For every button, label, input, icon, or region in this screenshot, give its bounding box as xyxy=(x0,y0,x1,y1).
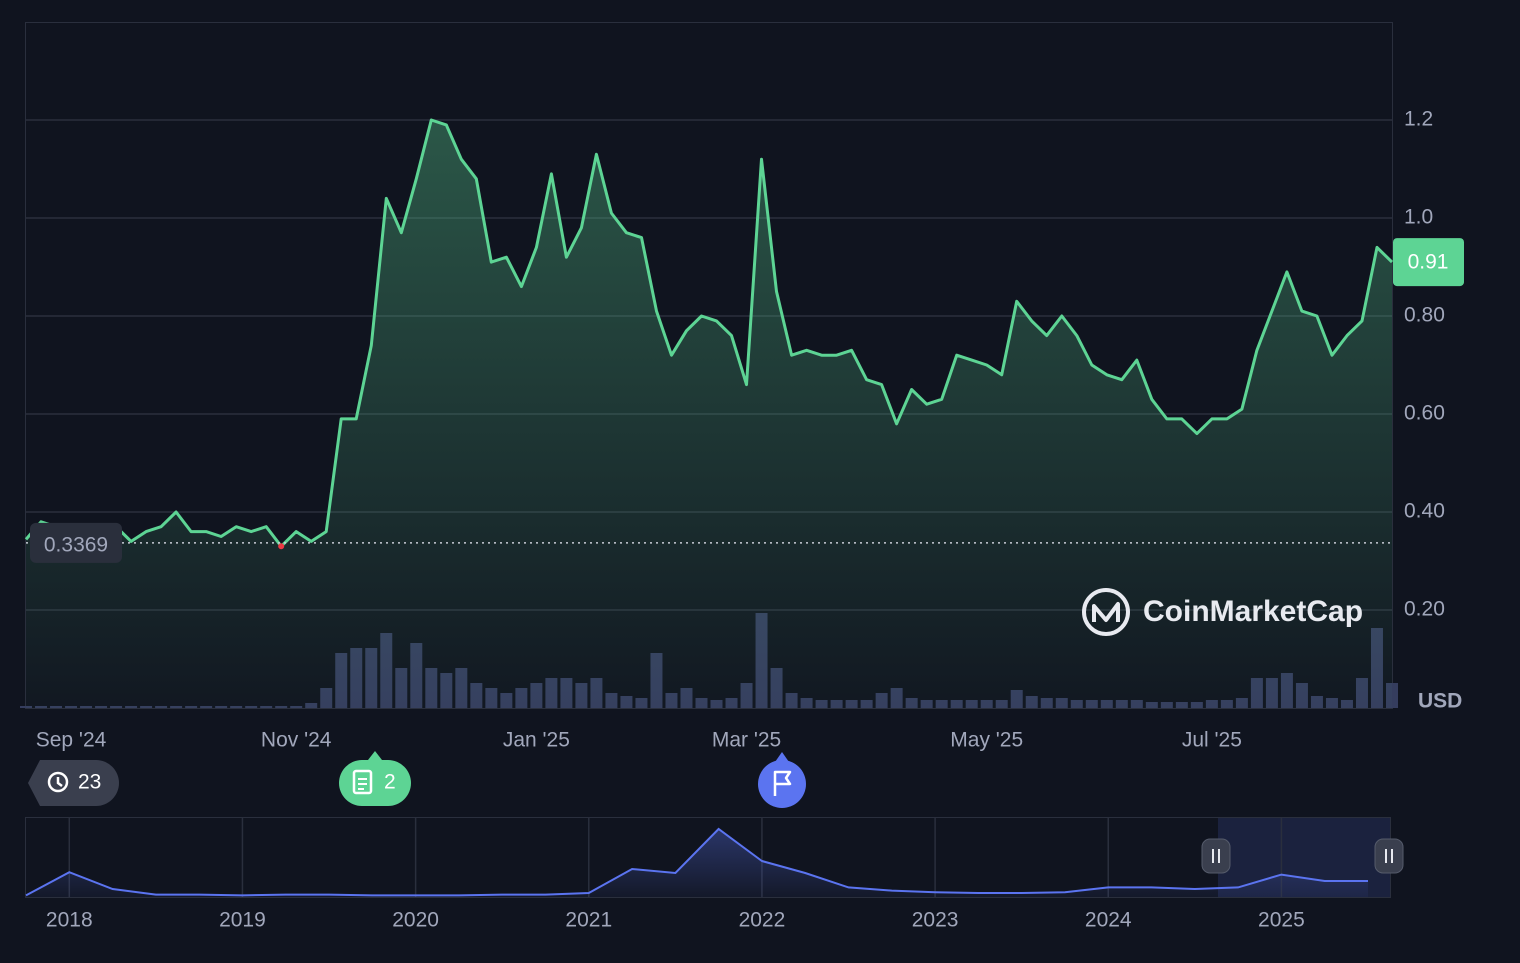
x-tick-label: Nov '24 xyxy=(261,729,332,752)
handle-grip xyxy=(1385,849,1393,863)
nav-year-label: 2024 xyxy=(1085,909,1132,932)
navigator-handle[interactable] xyxy=(1201,838,1231,874)
news-count: 2 xyxy=(384,771,396,794)
plot-frame xyxy=(25,22,1393,709)
nav-year-label: 2021 xyxy=(565,909,612,932)
price-line xyxy=(24,118,1394,548)
nav-year-label: 2025 xyxy=(1258,909,1305,932)
below-start-marker xyxy=(278,543,285,550)
y-tick-label: 1.2 xyxy=(1404,108,1433,131)
x-tick-label: Mar '25 xyxy=(712,729,781,752)
navigator-handle[interactable] xyxy=(1374,838,1404,874)
y-tick-label: 0.60 xyxy=(1404,402,1445,425)
y-tick-label: 0.20 xyxy=(1404,598,1445,621)
x-tick-label: Jul '25 xyxy=(1182,729,1242,752)
y-tick-label: 0.40 xyxy=(1404,500,1445,523)
y-tick-label: 0.80 xyxy=(1404,304,1445,327)
history-count: 23 xyxy=(78,771,101,794)
y-tick-label: 1.0 xyxy=(1404,206,1433,229)
nav-line xyxy=(25,827,1368,897)
nav-year-label: 2022 xyxy=(739,909,786,932)
nav-area xyxy=(26,829,1368,897)
nav-year-label: 2020 xyxy=(392,909,439,932)
x-tick-label: Jan '25 xyxy=(503,729,570,752)
area-fill xyxy=(26,120,1392,708)
current-price-label: 0.91 xyxy=(1408,251,1449,274)
nav-year-label: 2018 xyxy=(46,909,93,932)
start-price-box xyxy=(30,522,122,563)
handle-body xyxy=(1374,838,1404,874)
nav-year-label: 2023 xyxy=(912,909,959,932)
currency-label: USD xyxy=(1418,690,1462,713)
x-tick-label: Sep '24 xyxy=(36,729,107,752)
current-price-box xyxy=(1393,238,1464,287)
brand-logo: CoinMarketCap xyxy=(1082,588,1363,636)
news-badge[interactable]: 2 xyxy=(339,751,411,806)
x-tick-label: May '25 xyxy=(950,729,1023,752)
handle-body xyxy=(1201,838,1231,874)
brand-name: CoinMarketCap xyxy=(1143,595,1363,628)
nav-year-label: 2019 xyxy=(219,909,266,932)
milestone-badge[interactable] xyxy=(758,752,806,808)
history-badge[interactable]: 23 xyxy=(28,760,120,806)
handle-grip xyxy=(1212,849,1220,863)
start-price-label: 0.3369 xyxy=(44,533,108,556)
